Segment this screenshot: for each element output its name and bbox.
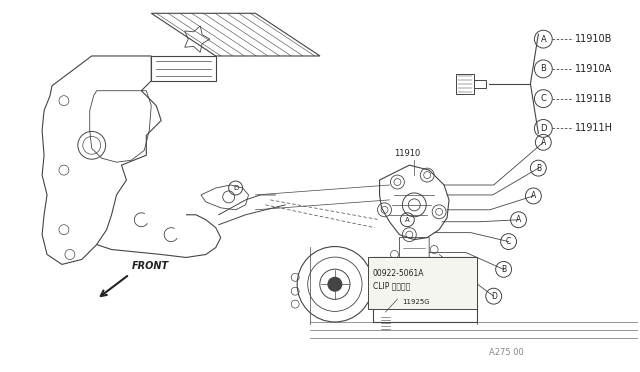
FancyBboxPatch shape <box>367 257 477 309</box>
Text: 11927: 11927 <box>444 295 468 304</box>
Text: C: C <box>540 94 547 103</box>
Text: 11910A: 11910A <box>575 64 612 74</box>
Text: 11910B: 11910B <box>575 34 612 44</box>
Text: 11925G: 11925G <box>403 299 430 305</box>
Text: 11911H: 11911H <box>575 124 613 134</box>
Text: B: B <box>540 64 547 73</box>
Text: A: A <box>405 217 410 223</box>
Text: A275 00: A275 00 <box>489 348 524 357</box>
Text: B: B <box>536 164 541 173</box>
Text: 11911B: 11911B <box>575 94 612 104</box>
Text: A: A <box>531 192 536 201</box>
Text: CLIP クリップ: CLIP クリップ <box>372 281 410 290</box>
Text: A: A <box>516 215 521 224</box>
Text: A: A <box>540 35 546 44</box>
Text: FRONT: FRONT <box>131 262 168 271</box>
Text: D: D <box>233 185 238 191</box>
Circle shape <box>328 278 342 291</box>
Text: D: D <box>540 124 547 133</box>
Text: B: B <box>501 265 506 274</box>
Text: A: A <box>541 138 546 147</box>
Text: 00922-5061A: 00922-5061A <box>372 269 424 278</box>
Text: D: D <box>491 292 497 301</box>
Text: C: C <box>506 237 511 246</box>
Text: 11910: 11910 <box>394 149 420 158</box>
